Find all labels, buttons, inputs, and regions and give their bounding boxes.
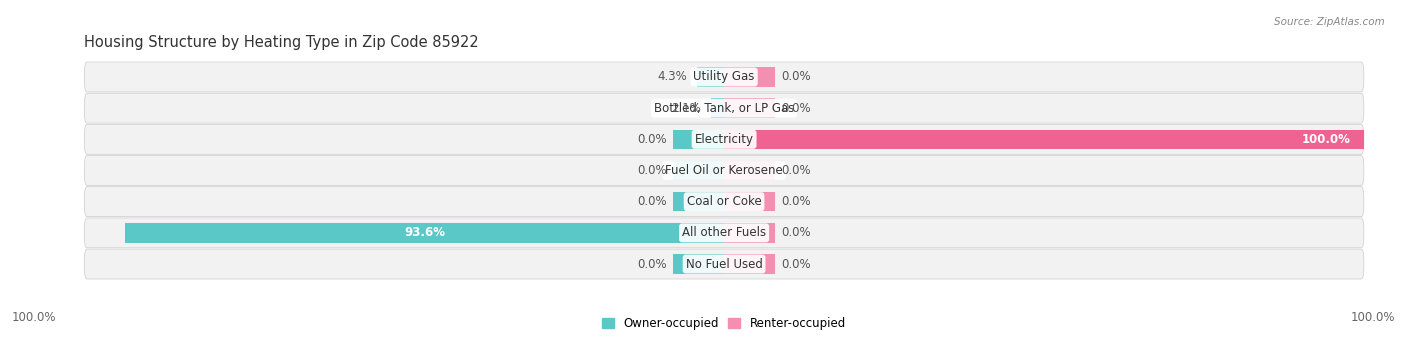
- Text: 0.0%: 0.0%: [782, 195, 811, 208]
- Text: All other Fuels: All other Fuels: [682, 226, 766, 239]
- Bar: [724, 192, 775, 211]
- Text: 2.1%: 2.1%: [671, 102, 702, 115]
- Text: 100.0%: 100.0%: [1350, 311, 1395, 324]
- Text: 100.0%: 100.0%: [1302, 133, 1351, 146]
- Text: No Fuel Used: No Fuel Used: [686, 257, 762, 270]
- Text: 93.6%: 93.6%: [404, 226, 446, 239]
- Bar: [710, 99, 724, 118]
- FancyBboxPatch shape: [84, 155, 1364, 186]
- Bar: [673, 192, 724, 211]
- Text: 0.0%: 0.0%: [782, 226, 811, 239]
- Bar: [673, 130, 724, 149]
- Bar: [724, 130, 1364, 149]
- Legend: Owner-occupied, Renter-occupied: Owner-occupied, Renter-occupied: [598, 312, 851, 335]
- Text: 100.0%: 100.0%: [11, 311, 56, 324]
- Text: 0.0%: 0.0%: [782, 164, 811, 177]
- Bar: [724, 99, 775, 118]
- Text: Electricity: Electricity: [695, 133, 754, 146]
- Bar: [673, 254, 724, 274]
- Text: Fuel Oil or Kerosene: Fuel Oil or Kerosene: [665, 164, 783, 177]
- Text: Coal or Coke: Coal or Coke: [686, 195, 762, 208]
- Bar: [724, 254, 775, 274]
- Text: 0.0%: 0.0%: [637, 164, 666, 177]
- FancyBboxPatch shape: [84, 62, 1364, 92]
- Text: 0.0%: 0.0%: [782, 102, 811, 115]
- Bar: [724, 67, 775, 87]
- Text: Bottled, Tank, or LP Gas: Bottled, Tank, or LP Gas: [654, 102, 794, 115]
- Title: Housing Structure by Heating Type in Zip Code 85922: Housing Structure by Heating Type in Zip…: [84, 35, 479, 50]
- Text: 0.0%: 0.0%: [782, 71, 811, 84]
- FancyBboxPatch shape: [84, 93, 1364, 123]
- FancyBboxPatch shape: [84, 124, 1364, 154]
- FancyBboxPatch shape: [84, 249, 1364, 279]
- FancyBboxPatch shape: [84, 218, 1364, 248]
- Bar: [724, 223, 775, 242]
- Text: 0.0%: 0.0%: [637, 257, 666, 270]
- FancyBboxPatch shape: [84, 187, 1364, 217]
- Text: Utility Gas: Utility Gas: [693, 71, 755, 84]
- Text: 0.0%: 0.0%: [637, 133, 666, 146]
- Bar: [125, 223, 724, 242]
- Text: Source: ZipAtlas.com: Source: ZipAtlas.com: [1274, 17, 1385, 27]
- Bar: [673, 161, 724, 180]
- Text: 0.0%: 0.0%: [782, 257, 811, 270]
- Bar: [696, 67, 724, 87]
- Text: 4.3%: 4.3%: [657, 71, 688, 84]
- Text: 0.0%: 0.0%: [637, 195, 666, 208]
- Bar: [724, 161, 775, 180]
